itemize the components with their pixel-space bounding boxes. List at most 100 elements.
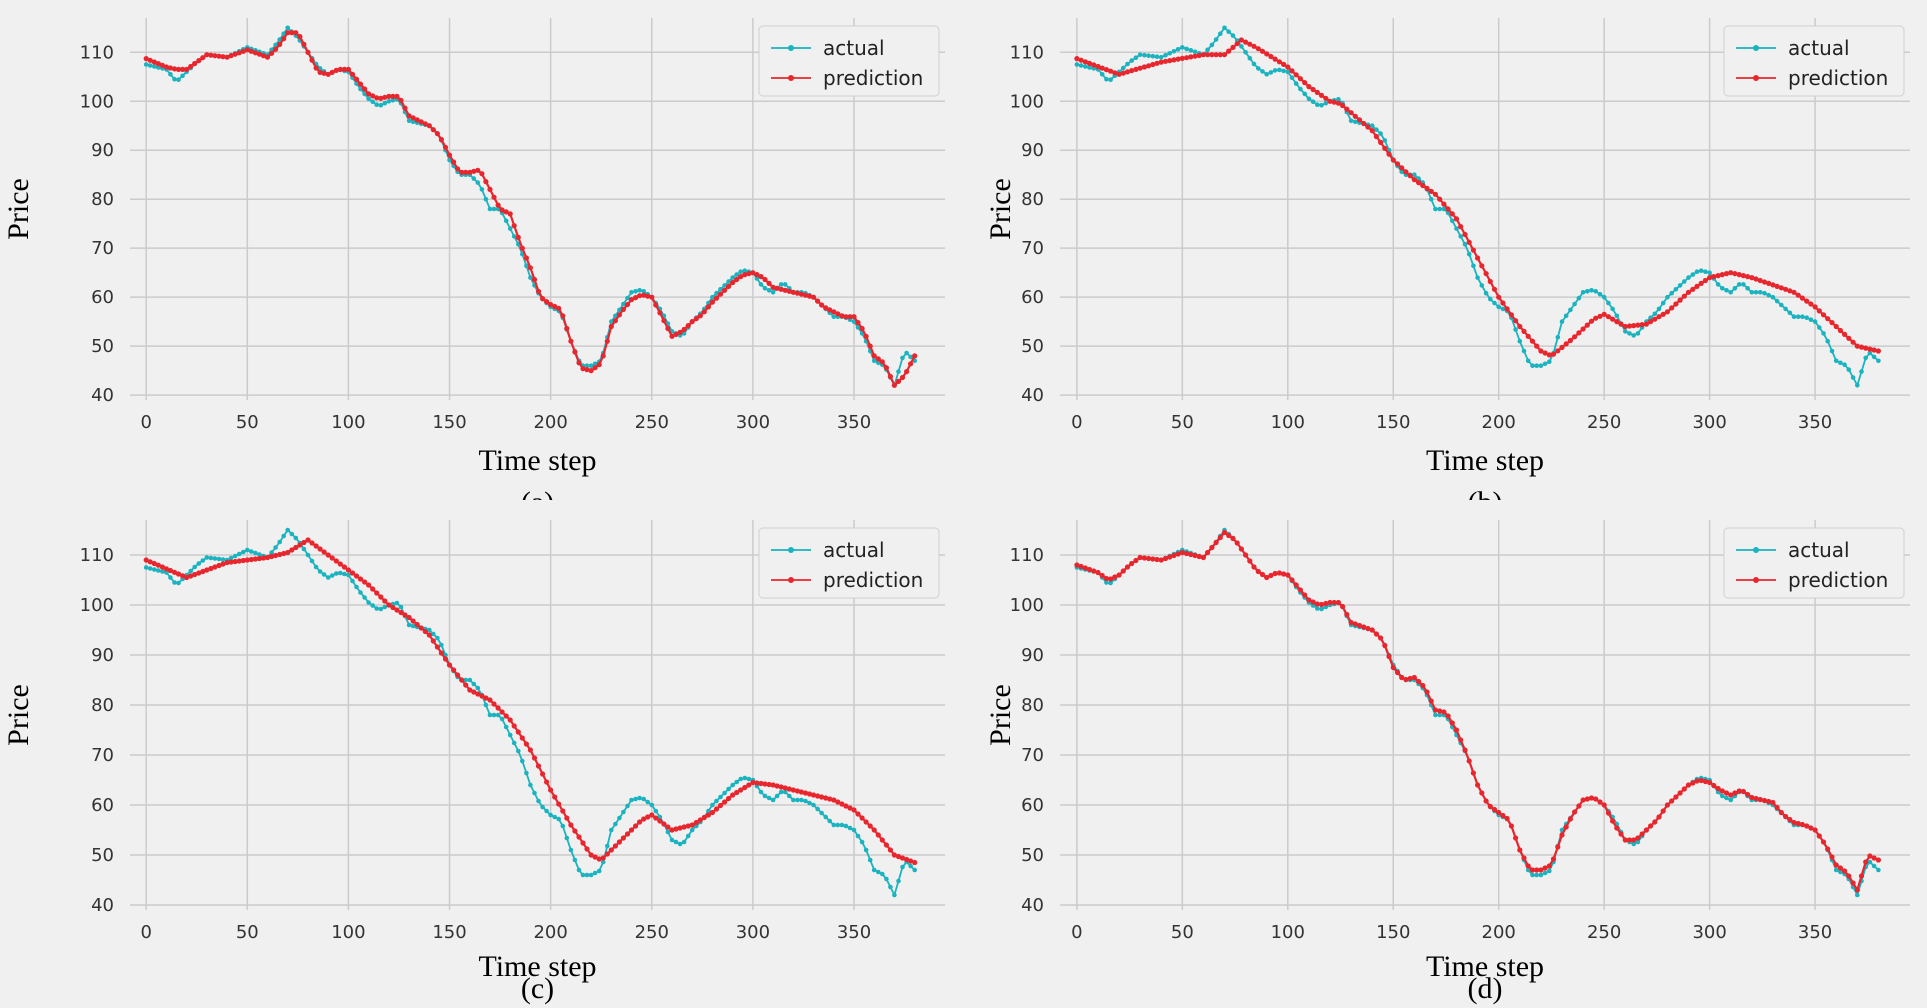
data-point-actual	[823, 814, 828, 820]
data-point-prediction	[519, 735, 525, 741]
data-point-actual	[681, 839, 687, 845]
data-point-prediction	[1437, 708, 1443, 714]
data-point-prediction	[1133, 557, 1139, 564]
data-point-prediction	[1496, 809, 1502, 816]
data-point-prediction	[1635, 322, 1641, 328]
data-point-actual	[536, 798, 541, 804]
data-point-actual	[1369, 123, 1375, 128]
data-point-prediction	[1251, 43, 1257, 49]
data-point-prediction	[305, 49, 311, 55]
data-point-actual	[1483, 290, 1489, 296]
data-point-actual	[1154, 54, 1160, 59]
data-point-prediction	[867, 343, 873, 349]
data-point-prediction	[155, 61, 161, 67]
data-point-prediction	[1694, 778, 1700, 784]
data-point-prediction	[1432, 707, 1438, 713]
data-point-actual	[912, 867, 917, 873]
data-point-prediction	[1732, 790, 1738, 796]
data-point-prediction	[305, 537, 311, 543]
data-point-prediction	[147, 57, 153, 63]
data-point-actual	[758, 282, 764, 287]
data-point-prediction	[734, 276, 740, 283]
data-point-prediction	[1268, 53, 1274, 60]
data-point-actual	[1319, 102, 1324, 108]
data-point-prediction	[1546, 352, 1552, 358]
data-point-actual	[556, 816, 561, 822]
data-point-prediction	[1470, 770, 1476, 776]
data-point-prediction	[1352, 113, 1358, 119]
data-point-prediction	[1095, 569, 1101, 576]
data-point-prediction	[633, 823, 639, 829]
data-point-actual	[366, 600, 371, 605]
data-point-prediction	[1719, 788, 1725, 794]
data-point-prediction	[362, 86, 368, 92]
data-point-prediction	[1078, 57, 1084, 63]
data-point-prediction	[1500, 300, 1506, 306]
data-point-actual	[1673, 287, 1679, 292]
data-point-prediction	[1491, 286, 1498, 292]
data-point-prediction	[362, 579, 368, 585]
data-point-actual	[520, 758, 525, 764]
data-point-actual	[730, 275, 735, 280]
data-point-prediction	[709, 809, 716, 816]
y-axis-label: Price	[984, 684, 1017, 746]
data-point-prediction	[782, 785, 788, 791]
data-point-actual	[657, 814, 663, 820]
data-point-prediction	[1622, 837, 1628, 843]
data-point-prediction	[1795, 820, 1801, 827]
data-point-prediction	[1171, 57, 1177, 63]
data-point-prediction	[1276, 59, 1282, 65]
data-point-actual	[281, 31, 287, 36]
legend-label-prediction: prediction	[823, 66, 923, 90]
data-point-actual	[714, 290, 719, 296]
data-point-actual	[871, 358, 877, 364]
data-point-actual	[511, 740, 517, 746]
data-point-prediction	[887, 847, 894, 853]
data-point-actual	[1074, 62, 1080, 67]
data-point-actual	[617, 307, 622, 313]
data-point-prediction	[1108, 68, 1114, 74]
data-point-prediction	[786, 288, 792, 294]
y-tick-label: 90	[91, 140, 114, 161]
data-point-actual	[669, 837, 675, 843]
data-point-prediction	[891, 852, 898, 858]
data-point-prediction	[1740, 788, 1746, 795]
data-point-prediction	[1348, 619, 1354, 626]
data-point-prediction	[515, 729, 521, 735]
data-point-prediction	[1209, 52, 1215, 58]
data-point-actual	[1099, 72, 1105, 77]
data-point-prediction	[572, 828, 578, 834]
data-point-actual	[1627, 331, 1632, 336]
data-point-prediction	[827, 796, 833, 802]
data-point-prediction	[1424, 185, 1430, 191]
data-point-actual	[827, 818, 832, 824]
data-point-prediction	[1643, 827, 1649, 833]
y-tick-label: 70	[1021, 745, 1044, 766]
data-point-prediction	[1352, 621, 1358, 627]
data-point-actual	[1660, 300, 1666, 306]
data-point-prediction	[212, 564, 218, 570]
data-point-actual	[1492, 300, 1497, 306]
data-point-prediction	[1854, 343, 1860, 349]
data-point-prediction	[1804, 298, 1810, 304]
data-point-prediction	[604, 338, 610, 344]
x-tick-label: 300	[736, 412, 770, 433]
data-point-actual	[249, 549, 254, 554]
data-point-actual	[1623, 329, 1628, 334]
data-point-prediction	[1656, 814, 1662, 820]
data-point-prediction	[1230, 535, 1236, 542]
data-point-prediction	[548, 301, 554, 308]
data-point-actual	[633, 796, 638, 802]
data-point-prediction	[839, 313, 845, 319]
data-point-prediction	[1673, 794, 1679, 800]
data-point-actual	[1517, 338, 1523, 344]
data-point-prediction	[576, 834, 582, 840]
data-point-actual	[1289, 75, 1295, 80]
data-point-actual	[1538, 872, 1544, 878]
data-point-prediction	[810, 792, 817, 798]
data-point-actual	[831, 822, 837, 828]
data-point-prediction	[1576, 803, 1582, 809]
data-point-actual	[908, 354, 913, 360]
data-point-actual	[507, 732, 513, 738]
data-point-actual	[641, 796, 646, 802]
